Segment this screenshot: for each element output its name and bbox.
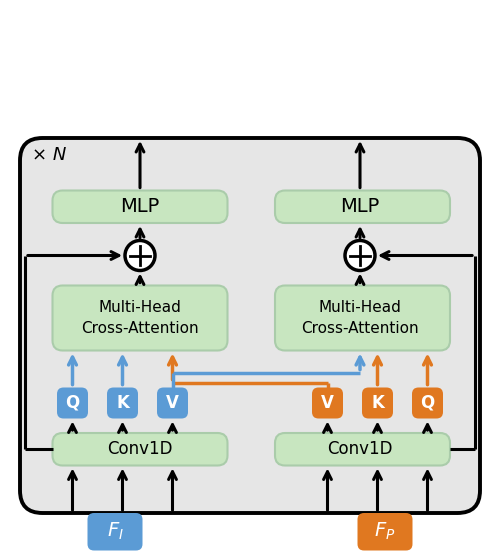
FancyBboxPatch shape xyxy=(358,513,412,551)
FancyBboxPatch shape xyxy=(20,138,480,513)
Text: Conv1D: Conv1D xyxy=(327,440,393,458)
Circle shape xyxy=(345,240,375,271)
Text: V: V xyxy=(166,394,179,412)
Text: V: V xyxy=(321,394,334,412)
FancyBboxPatch shape xyxy=(362,387,393,418)
Circle shape xyxy=(125,240,155,271)
Text: $F_I$: $F_I$ xyxy=(106,521,124,542)
FancyBboxPatch shape xyxy=(107,387,138,418)
Text: MLP: MLP xyxy=(340,197,380,217)
FancyBboxPatch shape xyxy=(412,387,443,418)
Text: Conv1D: Conv1D xyxy=(107,440,173,458)
FancyBboxPatch shape xyxy=(52,286,228,350)
FancyBboxPatch shape xyxy=(52,433,228,465)
FancyBboxPatch shape xyxy=(275,286,450,350)
Text: Q: Q xyxy=(66,394,80,412)
FancyBboxPatch shape xyxy=(275,190,450,223)
Text: $F_P$: $F_P$ xyxy=(374,521,396,542)
Text: K: K xyxy=(116,394,129,412)
FancyBboxPatch shape xyxy=(312,387,343,418)
FancyBboxPatch shape xyxy=(57,387,88,418)
FancyBboxPatch shape xyxy=(88,513,142,551)
Text: K: K xyxy=(371,394,384,412)
Text: × N: × N xyxy=(32,147,67,165)
Text: Q: Q xyxy=(420,394,434,412)
FancyBboxPatch shape xyxy=(52,190,228,223)
FancyBboxPatch shape xyxy=(275,433,450,465)
Text: MLP: MLP xyxy=(120,197,160,217)
Text: Multi-Head
Cross-Attention: Multi-Head Cross-Attention xyxy=(301,300,419,336)
FancyBboxPatch shape xyxy=(157,387,188,418)
Text: Multi-Head
Cross-Attention: Multi-Head Cross-Attention xyxy=(81,300,199,336)
